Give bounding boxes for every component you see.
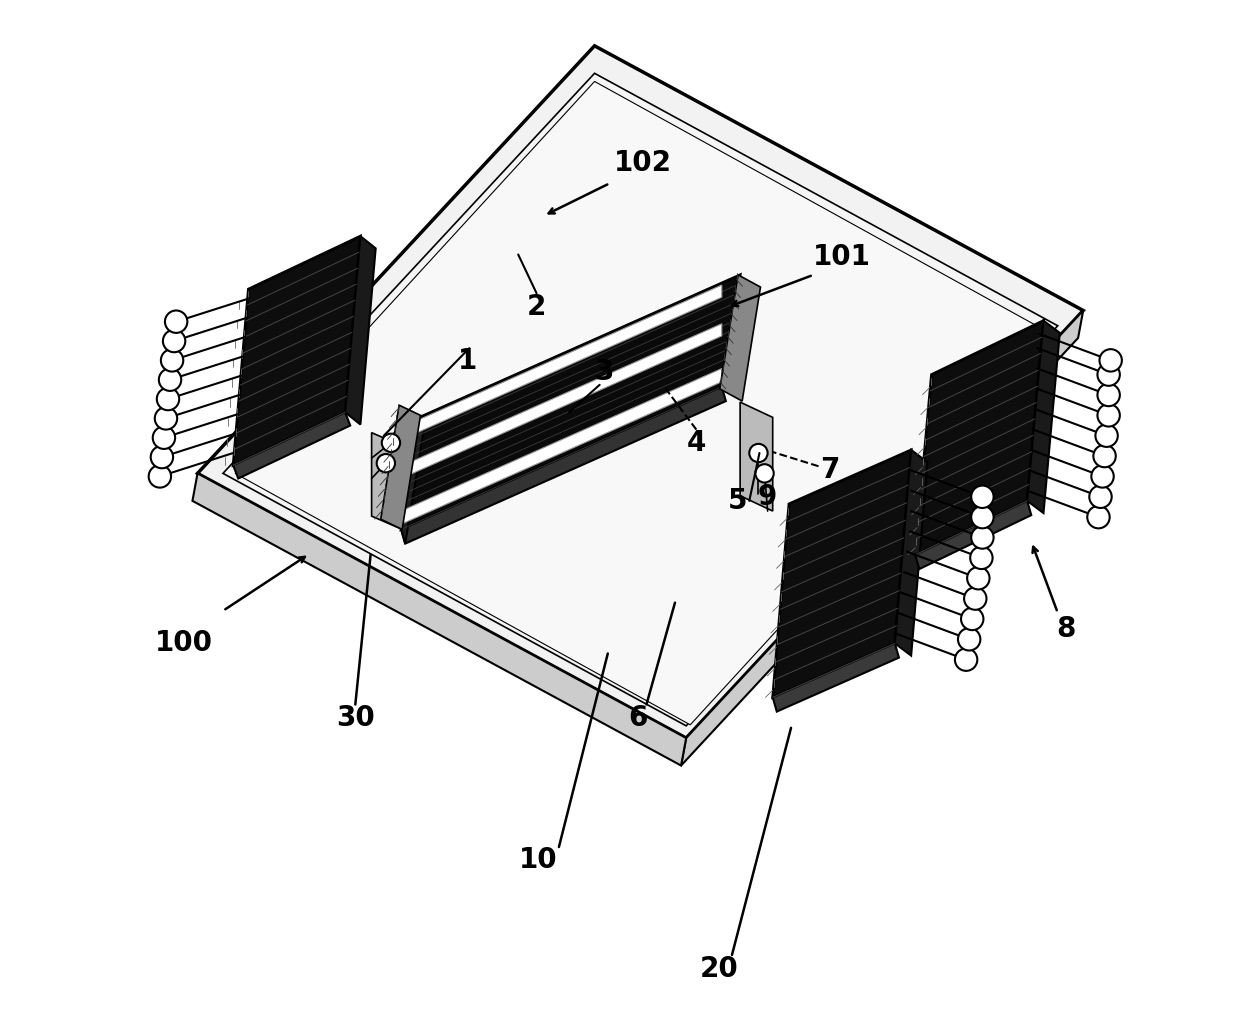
- Circle shape: [155, 407, 177, 430]
- Text: 10: 10: [520, 846, 558, 874]
- Text: 4: 4: [687, 429, 706, 457]
- Polygon shape: [773, 643, 899, 712]
- Polygon shape: [233, 412, 350, 478]
- Polygon shape: [401, 285, 722, 440]
- Circle shape: [963, 587, 987, 610]
- Circle shape: [749, 444, 768, 462]
- Text: 5: 5: [728, 487, 746, 515]
- Circle shape: [959, 628, 981, 651]
- Polygon shape: [381, 405, 420, 529]
- Circle shape: [1094, 445, 1116, 467]
- Text: 2: 2: [527, 293, 546, 322]
- Polygon shape: [401, 417, 424, 544]
- Text: 3: 3: [594, 357, 614, 386]
- Polygon shape: [740, 402, 773, 511]
- Circle shape: [156, 388, 180, 410]
- Polygon shape: [915, 321, 1044, 555]
- Text: 101: 101: [813, 242, 870, 271]
- Text: 100: 100: [155, 629, 213, 658]
- Circle shape: [161, 349, 184, 372]
- Circle shape: [377, 454, 396, 472]
- Polygon shape: [345, 236, 376, 425]
- Circle shape: [971, 506, 993, 528]
- Circle shape: [1097, 384, 1120, 406]
- Circle shape: [1097, 363, 1120, 386]
- Circle shape: [971, 486, 993, 508]
- Circle shape: [149, 465, 171, 488]
- Polygon shape: [1027, 321, 1060, 513]
- Circle shape: [1091, 465, 1114, 488]
- Circle shape: [1089, 486, 1112, 508]
- Polygon shape: [233, 236, 361, 465]
- Polygon shape: [681, 310, 1084, 766]
- Polygon shape: [223, 73, 1058, 726]
- Text: 1: 1: [458, 347, 477, 376]
- Polygon shape: [773, 450, 911, 697]
- Text: 102: 102: [614, 149, 671, 177]
- Circle shape: [382, 434, 401, 452]
- Polygon shape: [719, 275, 760, 401]
- Circle shape: [165, 310, 187, 333]
- Circle shape: [961, 608, 983, 630]
- Text: 7: 7: [820, 456, 839, 485]
- Polygon shape: [236, 81, 1049, 725]
- Circle shape: [967, 567, 990, 589]
- Polygon shape: [401, 275, 740, 529]
- Polygon shape: [192, 473, 686, 766]
- Circle shape: [971, 526, 993, 549]
- Circle shape: [1100, 349, 1122, 372]
- Circle shape: [1087, 506, 1110, 528]
- Text: 30: 30: [336, 703, 374, 732]
- Circle shape: [970, 547, 992, 569]
- Polygon shape: [401, 387, 725, 544]
- Circle shape: [755, 464, 774, 483]
- Circle shape: [151, 446, 174, 468]
- Circle shape: [1095, 425, 1117, 447]
- Text: 9: 9: [758, 483, 777, 511]
- Polygon shape: [197, 46, 1084, 738]
- Polygon shape: [915, 501, 1032, 569]
- Circle shape: [1097, 404, 1120, 427]
- Circle shape: [153, 427, 175, 449]
- Polygon shape: [372, 433, 402, 529]
- Polygon shape: [401, 324, 722, 478]
- Polygon shape: [401, 369, 722, 524]
- Circle shape: [955, 648, 977, 671]
- Text: 8: 8: [1056, 615, 1075, 643]
- Circle shape: [159, 369, 181, 391]
- Text: 20: 20: [699, 955, 738, 983]
- Circle shape: [162, 330, 185, 352]
- Text: 6: 6: [629, 703, 649, 732]
- Polygon shape: [895, 450, 928, 656]
